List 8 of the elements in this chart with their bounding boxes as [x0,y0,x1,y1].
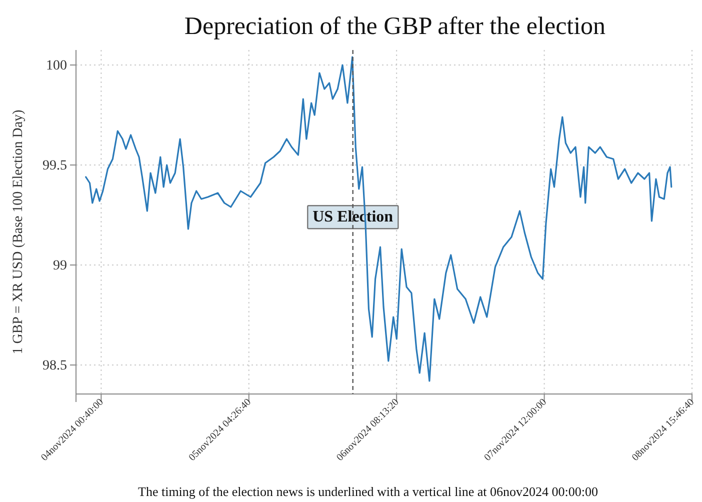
text: The timing of the election news is underlined with a vertical line at 06nov2024 00:00:00 [138,484,598,499]
y-tick-label: 100 [46,58,67,74]
y-tick-label: 98.5 [42,358,67,374]
y-tick-label: 99.5 [42,158,67,174]
y-axis-title: 1 GBP = XR USD (Base 100 Election Day) [11,109,26,354]
y-tick-label: 99 [53,258,67,274]
chart-title: Depreciation of the GBP after the election [184,13,606,40]
line-series [85,56,672,382]
